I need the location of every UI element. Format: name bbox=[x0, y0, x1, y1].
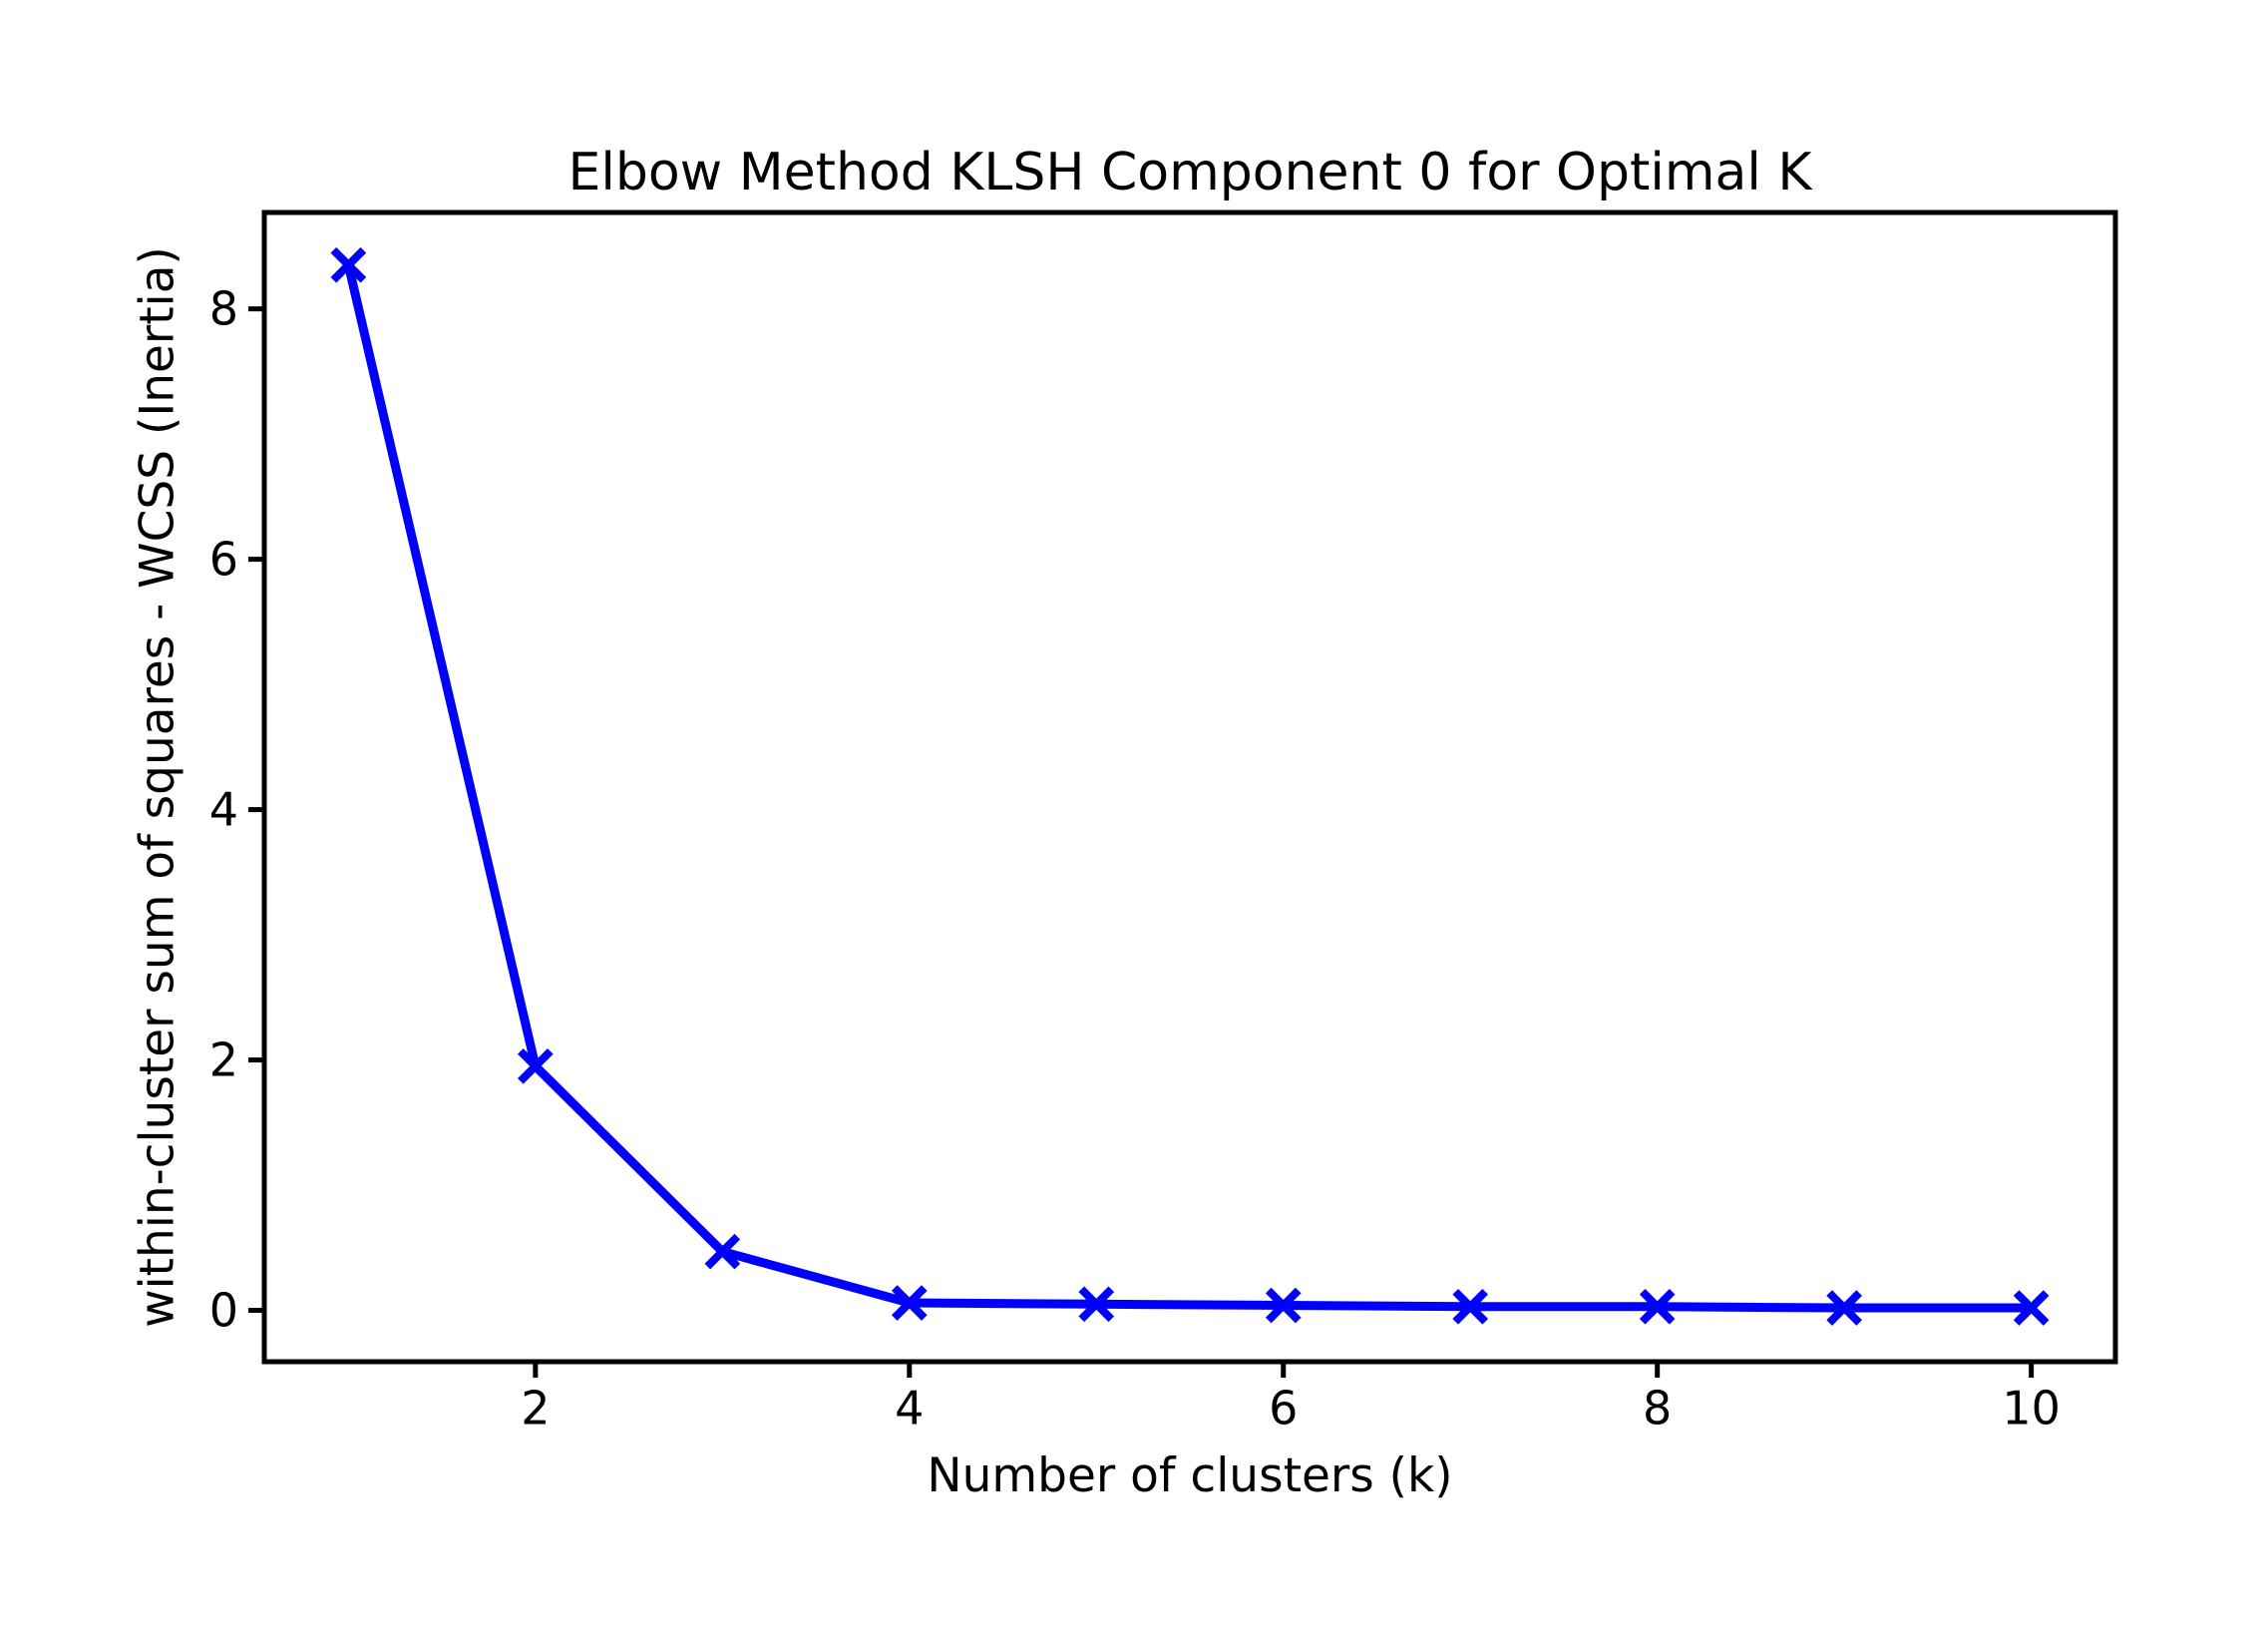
x-tick-label: 10 bbox=[2002, 1381, 2061, 1435]
data-point-marker bbox=[1639, 1288, 1676, 1325]
data-point-marker bbox=[518, 1048, 554, 1084]
x-tick-label: 8 bbox=[1643, 1381, 1672, 1435]
x-tick-label: 4 bbox=[895, 1381, 924, 1435]
plot-area-spines bbox=[261, 209, 2118, 1365]
y-tick-label: 8 bbox=[209, 282, 238, 336]
y-tick-label: 4 bbox=[209, 783, 238, 837]
data-point-marker bbox=[891, 1285, 928, 1321]
data-point-marker bbox=[330, 246, 367, 283]
x-tick-label: 6 bbox=[1269, 1381, 1298, 1435]
data-point-marker bbox=[1078, 1286, 1115, 1323]
wcss-line bbox=[343, 263, 2032, 1313]
y-tick-label: 0 bbox=[209, 1284, 238, 1338]
data-point-marker bbox=[1452, 1288, 1489, 1325]
x-axis-label: Number of clusters (k) bbox=[927, 1448, 1453, 1503]
data-point-marker bbox=[1826, 1290, 1862, 1326]
data-point-marker bbox=[1265, 1287, 1302, 1324]
data-point-marker bbox=[2013, 1290, 2050, 1326]
chart-title: Elbow Method KLSH Component 0 for Optima… bbox=[567, 143, 1812, 203]
data-point-marker bbox=[704, 1233, 741, 1270]
x-tick-label: 2 bbox=[521, 1381, 550, 1435]
y-tick-label: 6 bbox=[209, 533, 238, 587]
y-tick-label: 2 bbox=[209, 1033, 238, 1087]
y-axis-label: within-cluster sum of squares - WCSS (In… bbox=[130, 246, 186, 1328]
